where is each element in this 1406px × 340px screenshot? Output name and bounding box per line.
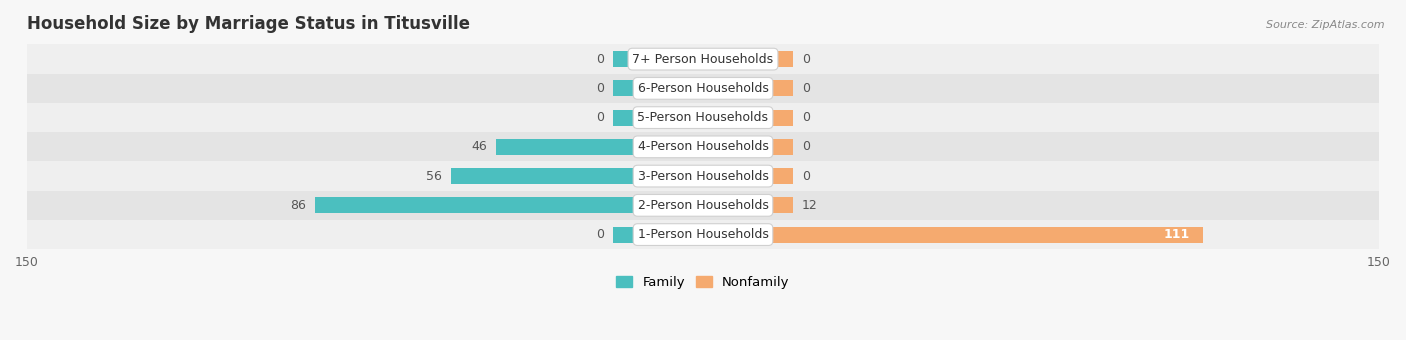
- Bar: [27, 103, 1379, 132]
- Text: 2-Person Households: 2-Person Households: [637, 199, 769, 212]
- Text: 0: 0: [596, 82, 603, 95]
- Bar: [613, 109, 703, 126]
- Bar: [27, 220, 1379, 249]
- Bar: [703, 109, 793, 126]
- Text: 6-Person Households: 6-Person Households: [637, 82, 769, 95]
- Bar: [703, 197, 793, 214]
- Text: 86: 86: [291, 199, 307, 212]
- Text: 0: 0: [803, 170, 810, 183]
- Bar: [315, 197, 703, 214]
- Text: Source: ZipAtlas.com: Source: ZipAtlas.com: [1267, 20, 1385, 30]
- Bar: [450, 168, 703, 184]
- Text: 0: 0: [596, 111, 603, 124]
- Text: 0: 0: [803, 53, 810, 66]
- Text: 0: 0: [596, 53, 603, 66]
- Bar: [703, 139, 793, 155]
- Text: 7+ Person Households: 7+ Person Households: [633, 53, 773, 66]
- Text: 0: 0: [803, 111, 810, 124]
- Bar: [703, 51, 793, 67]
- Legend: Family, Nonfamily: Family, Nonfamily: [612, 270, 794, 294]
- Text: 56: 56: [426, 170, 441, 183]
- Bar: [27, 191, 1379, 220]
- Bar: [27, 74, 1379, 103]
- Text: 12: 12: [803, 199, 818, 212]
- Bar: [703, 226, 1204, 243]
- Text: Household Size by Marriage Status in Titusville: Household Size by Marriage Status in Tit…: [27, 15, 470, 33]
- Text: 1-Person Households: 1-Person Households: [637, 228, 769, 241]
- Bar: [613, 80, 703, 97]
- Text: 0: 0: [596, 228, 603, 241]
- Bar: [703, 80, 793, 97]
- Text: 111: 111: [1164, 228, 1189, 241]
- Bar: [703, 168, 793, 184]
- Bar: [496, 139, 703, 155]
- Bar: [613, 226, 703, 243]
- Text: 0: 0: [803, 140, 810, 153]
- Text: 4-Person Households: 4-Person Households: [637, 140, 769, 153]
- Bar: [27, 162, 1379, 191]
- Text: 0: 0: [803, 82, 810, 95]
- Bar: [27, 132, 1379, 161]
- Text: 46: 46: [471, 140, 486, 153]
- Text: 3-Person Households: 3-Person Households: [637, 170, 769, 183]
- Bar: [27, 45, 1379, 74]
- Text: 5-Person Households: 5-Person Households: [637, 111, 769, 124]
- Bar: [613, 51, 703, 67]
